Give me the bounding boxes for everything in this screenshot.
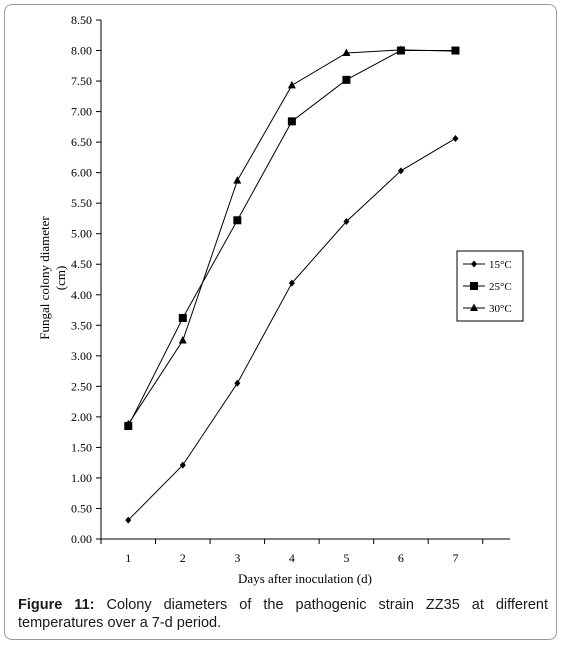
y-tick-label: 7.50	[71, 74, 92, 88]
y-tick-label: 1.00	[71, 471, 92, 485]
data-point	[396, 45, 405, 53]
x-tick-label: 5	[343, 551, 349, 565]
y-axis-title: Fungal colony diameter (cm)	[37, 216, 68, 340]
y-tick-label: 0.00	[71, 532, 92, 546]
legend-marker	[470, 282, 478, 290]
y-tick-label: 7.00	[71, 105, 92, 119]
y-axis-title-line1: Fungal colony diameter	[37, 216, 52, 340]
y-axis-ticks: 0.00 0.50 1.00 1.50 2.00 2.50 3.00 3.50 4.00 4.50…	[71, 13, 101, 546]
caption-label: Figure 11:	[18, 597, 95, 613]
y-tick-label: 2.00	[71, 410, 92, 424]
data-point	[342, 48, 351, 56]
series-layer	[124, 45, 460, 524]
y-tick-label: 2.50	[71, 379, 92, 393]
y-tick-label: 0.50	[71, 501, 92, 515]
legend-marker	[471, 260, 477, 268]
x-tick-label: 7	[452, 551, 458, 565]
legend-marker	[470, 303, 478, 311]
x-axis-title: Days after inoculation (d)	[238, 571, 372, 586]
x-axis-ticks: 1 2 3 4 5 6 7	[100, 539, 484, 565]
y-tick-label: 1.50	[71, 440, 92, 454]
figure-frame	[4, 4, 557, 640]
axes	[100, 20, 510, 540]
x-tick-label: 4	[289, 551, 295, 565]
data-point	[233, 216, 242, 225]
y-tick-label: 5.50	[71, 196, 92, 210]
data-point	[233, 176, 242, 184]
data-point	[178, 336, 187, 344]
figure-caption: Figure 11: Colony diameters of the patho…	[18, 596, 548, 632]
y-tick-label: 6.00	[71, 166, 92, 180]
legend-label: 25°C	[489, 281, 512, 293]
data-point	[287, 117, 296, 126]
data-point	[179, 461, 186, 469]
y-tick-label: 8.50	[71, 13, 92, 27]
data-point	[288, 279, 295, 287]
series-triangle	[124, 45, 460, 428]
x-tick-label: 3	[234, 551, 240, 565]
y-tick-label: 3.00	[71, 349, 92, 363]
series-line	[127, 50, 456, 427]
caption-text: Colony diameters of the pathogenic strai…	[18, 597, 548, 631]
y-tick-label: 3.50	[71, 318, 92, 332]
legend-label: 15°C	[489, 259, 512, 271]
x-tick-label: 2	[180, 551, 186, 565]
y-tick-label: 4.00	[71, 288, 92, 302]
y-axis-title-line2: (cm)	[53, 266, 68, 291]
data-point	[342, 75, 351, 84]
data-point	[125, 516, 132, 524]
data-point	[234, 379, 241, 387]
x-tick-label: 1	[125, 551, 131, 565]
series-diamond	[125, 134, 459, 524]
legend-label: 30°C	[489, 303, 512, 315]
series-square	[124, 46, 460, 431]
y-tick-label: 8.00	[71, 44, 92, 58]
y-tick-label: 4.50	[71, 257, 92, 271]
data-point	[287, 80, 296, 89]
data-point	[397, 167, 404, 175]
line-chart: 0.00 0.50 1.00 1.50 2.00 2.50 3.00 3.50 4.00 4.50…	[37, 13, 524, 586]
data-point	[452, 134, 459, 142]
data-point	[178, 313, 187, 322]
x-tick-label: 6	[398, 551, 404, 565]
y-tick-label: 5.00	[71, 227, 92, 241]
y-tick-label: 6.50	[71, 135, 92, 149]
series-line	[127, 49, 456, 425]
data-point	[451, 46, 460, 55]
legend: 15°C 25°C 30°C	[456, 250, 524, 322]
data-point	[343, 217, 350, 225]
data-point	[124, 419, 133, 428]
